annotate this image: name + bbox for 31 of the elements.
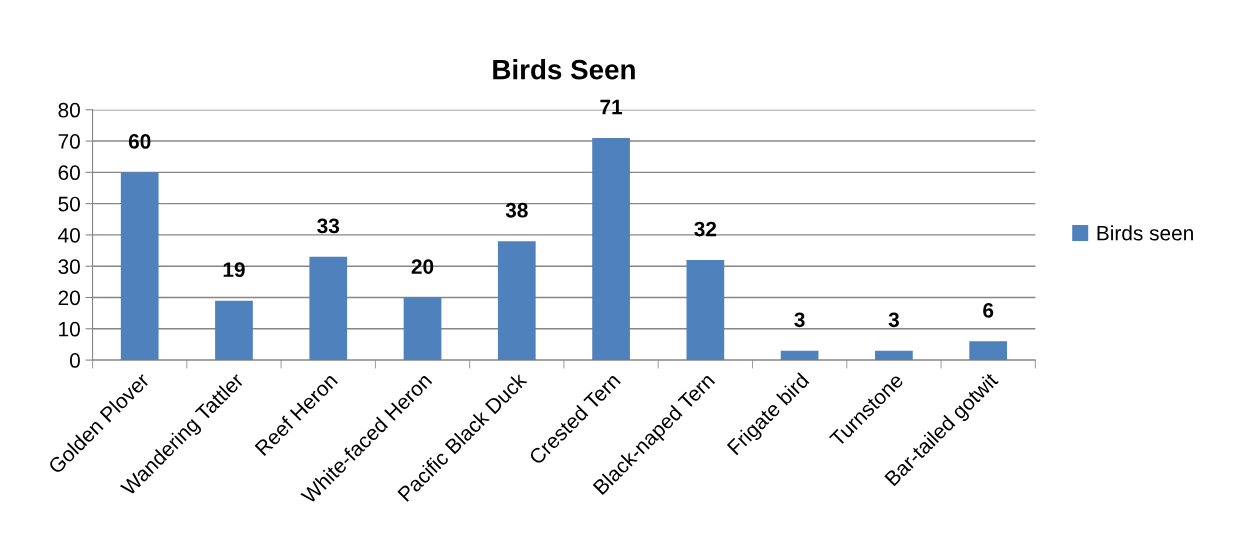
data-label: 6	[983, 302, 994, 318]
chart-title: Birds Seen	[493, 59, 635, 80]
bar	[403, 297, 442, 361]
y-tick-label: 20	[58, 290, 80, 306]
data-label: 60	[128, 134, 151, 149]
data-label: 19	[223, 262, 245, 278]
bar	[120, 172, 159, 361]
y-tick-label: 80	[58, 102, 80, 118]
legend-label: Birds seen	[1097, 225, 1193, 241]
y-tick-label: 0	[69, 353, 80, 368]
y-tick-label: 40	[58, 227, 80, 243]
data-label: 3	[888, 312, 899, 328]
y-tick-label: 10	[59, 321, 80, 337]
bar	[780, 350, 819, 361]
y-tick-label: 30	[58, 259, 80, 274]
y-tick-label: 50	[58, 196, 80, 212]
data-label: 71	[600, 99, 623, 115]
bar	[497, 241, 536, 361]
bar	[592, 137, 630, 361]
y-tick-label: 60	[58, 165, 80, 181]
y-tick-label: 70	[58, 134, 80, 149]
bar	[875, 350, 913, 361]
data-label: 33	[317, 218, 340, 234]
bar	[969, 341, 1008, 361]
data-label: 3	[794, 312, 805, 328]
data-label: 20	[411, 259, 434, 274]
bar	[309, 256, 348, 361]
data-label: 32	[694, 221, 717, 237]
bar	[686, 259, 725, 361]
bar	[215, 300, 253, 361]
data-label: 38	[505, 202, 528, 218]
